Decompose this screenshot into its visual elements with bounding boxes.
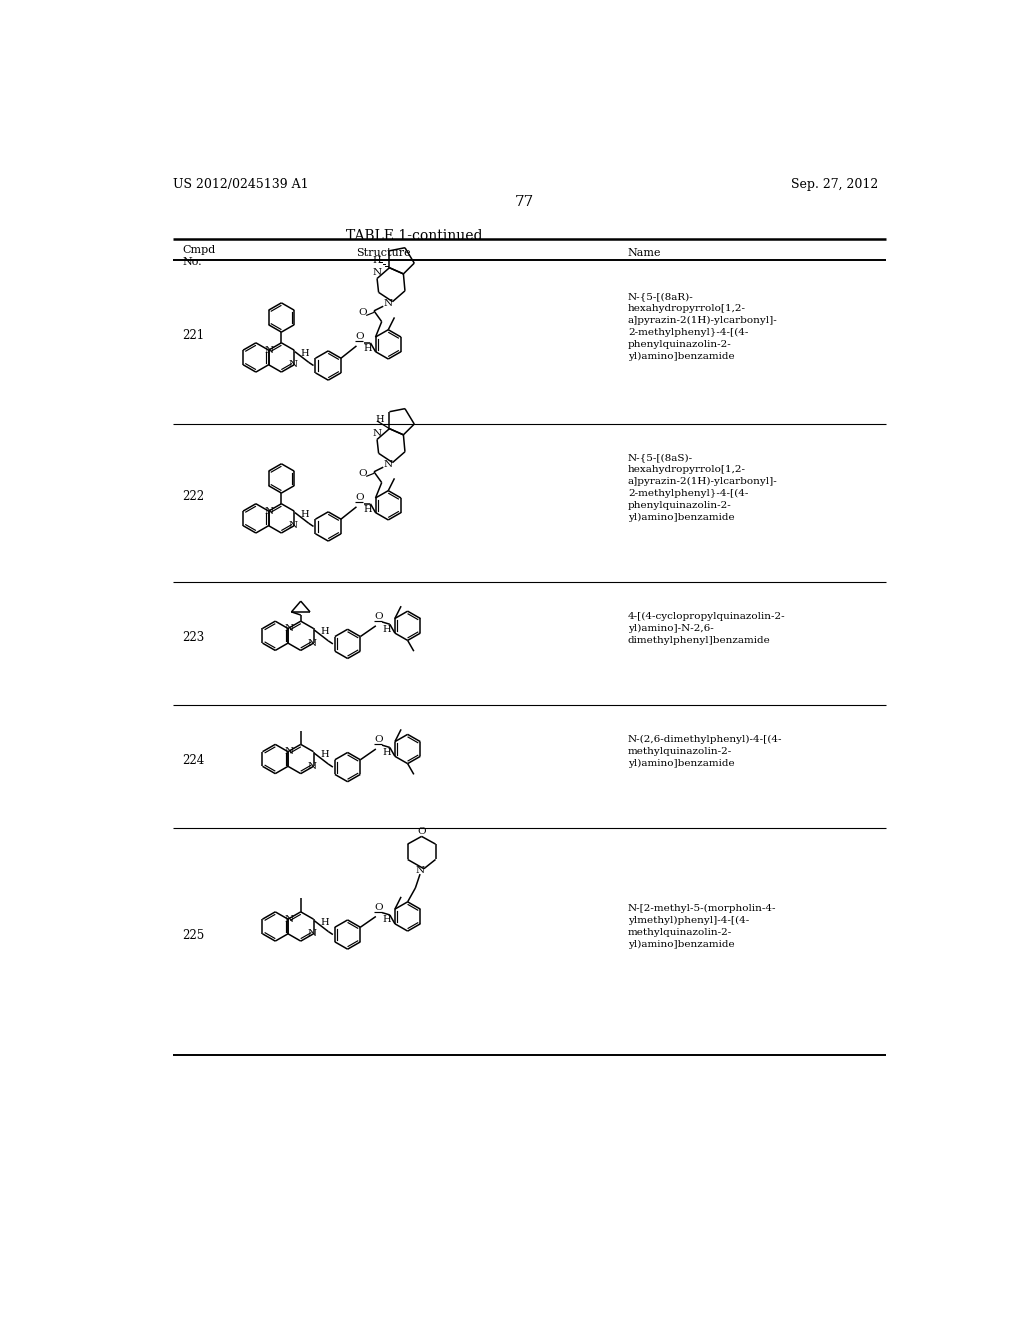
Text: 223: 223 [182,631,205,644]
Text: 225: 225 [182,929,205,942]
Text: H: H [301,348,309,358]
Text: O: O [417,828,426,837]
Text: Sep. 27, 2012: Sep. 27, 2012 [791,178,879,190]
Text: N: N [373,268,382,277]
Text: H: H [321,750,329,759]
Text: N: N [307,929,316,939]
Text: H: H [321,917,329,927]
Text: N: N [285,624,293,634]
Text: H: H [364,506,372,515]
Text: 77: 77 [515,195,535,210]
Text: H: H [364,345,372,354]
Text: O: O [375,903,383,912]
Text: N: N [285,915,293,924]
Text: TABLE 1-continued: TABLE 1-continued [346,230,483,243]
Text: N-{5-[(8aR)-
hexahydropyrrolo[1,2-
a]pyrazin-2(1H)-ylcarbonyl]-
2-methylphenyl}-: N-{5-[(8aR)- hexahydropyrrolo[1,2- a]pyr… [628,293,777,360]
Text: N: N [265,346,274,355]
Text: N-[2-methyl-5-(morpholin-4-
ylmethyl)phenyl]-4-[(4-
methylquinazolin-2-
yl)amino: N-[2-methyl-5-(morpholin-4- ylmethyl)phe… [628,904,776,949]
Text: N-(2,6-dimethylphenyl)-4-[(4-
methylquinazolin-2-
yl)amino]benzamide: N-(2,6-dimethylphenyl)-4-[(4- methylquin… [628,735,782,768]
Text: O: O [358,308,368,317]
Text: N: N [285,747,293,756]
Text: N-{5-[(8aS)-
hexahydropyrrolo[1,2-
a]pyrazin-2(1H)-ylcarbonyl]-
2-methylphenyl}-: N-{5-[(8aS)- hexahydropyrrolo[1,2- a]pyr… [628,453,777,521]
Text: H: H [321,627,329,636]
Text: N: N [383,459,392,469]
Text: N: N [288,360,297,370]
Text: H: H [382,916,391,924]
Text: N: N [383,298,392,308]
Text: Name: Name [628,248,662,257]
Text: O: O [375,735,383,744]
Text: US 2012/0245139 A1: US 2012/0245139 A1 [173,178,308,190]
Text: O: O [375,612,383,620]
Text: O: O [355,494,364,502]
Text: 222: 222 [182,490,205,503]
Text: H: H [376,414,384,424]
Text: Cmpd
No.: Cmpd No. [182,244,215,267]
Text: N: N [307,762,316,771]
Text: H: H [301,510,309,519]
Text: O: O [355,333,364,341]
Text: N: N [307,639,316,648]
Text: H: H [373,256,381,264]
Text: 4-[(4-cyclopropylquinazolin-2-
yl)amino]-N-2,6-
dimethylphenyl]benzamide: 4-[(4-cyclopropylquinazolin-2- yl)amino]… [628,611,785,644]
Text: N: N [416,866,425,875]
Text: 221: 221 [182,330,205,342]
Text: 224: 224 [182,754,205,767]
Text: H: H [382,624,391,634]
Text: N: N [265,507,274,516]
Text: O: O [358,469,368,478]
Text: Structure: Structure [356,248,411,257]
Text: H: H [382,748,391,756]
Text: N: N [288,521,297,531]
Text: N: N [373,429,382,438]
